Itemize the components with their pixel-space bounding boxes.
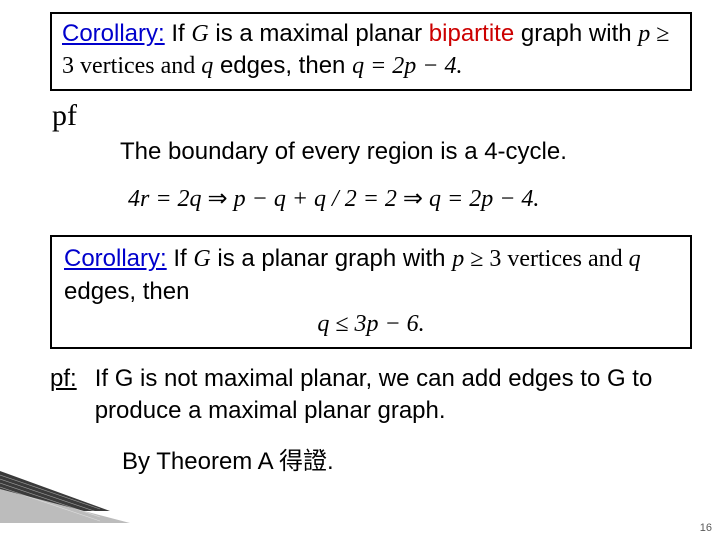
- var-q: q: [201, 53, 213, 79]
- eq: q = 2p − 4.: [352, 53, 462, 79]
- pf-1-equation: 4r = 2q ⇒ p − q + q / 2 = 2 ⇒ q = 2p − 4…: [128, 184, 692, 213]
- eq-part: q = 2p − 4.: [429, 186, 539, 212]
- eq-part: 4r = 2q: [128, 186, 202, 212]
- corollary-2-label: Corollary:: [64, 245, 167, 272]
- pf-1-label: pf: [52, 99, 692, 133]
- bipartite-word: bipartite: [429, 20, 514, 47]
- pf-2-label: pf:: [50, 365, 77, 393]
- text: is a maximal planar: [209, 20, 429, 47]
- corollary-1-box: Corollary: If G is a maximal planar bipa…: [50, 12, 692, 91]
- text: If: [167, 245, 194, 272]
- var-p: p: [452, 246, 464, 272]
- text: is a planar graph with: [211, 245, 452, 272]
- text: ≥ 3 vertices and: [464, 246, 628, 272]
- var-p: p: [638, 21, 650, 47]
- text: If: [165, 20, 192, 47]
- var-q: q: [629, 246, 641, 272]
- corollary-1-label: Corollary:: [62, 20, 165, 47]
- var-G: G: [191, 21, 208, 47]
- text: edges, then: [64, 278, 189, 305]
- var-G: G: [193, 246, 210, 272]
- corner-decoration: [0, 471, 130, 526]
- eq-part: p − q + q / 2 = 2: [234, 186, 397, 212]
- text: graph with: [514, 20, 638, 47]
- corollary-2-box: Corollary: If G is a planar graph with p…: [50, 235, 692, 348]
- implies-icon: ⇒: [202, 186, 234, 212]
- page-number: 16: [700, 522, 712, 534]
- implies-icon: ⇒: [397, 186, 429, 212]
- text: edges, then: [213, 52, 352, 79]
- pf-1-line-1: The boundary of every region is a 4-cycl…: [120, 135, 692, 169]
- pf-2-row: pf: If G is not maximal planar, we can a…: [50, 363, 692, 428]
- pf-2-line-1: If G is not maximal planar, we can add e…: [95, 363, 692, 428]
- pf-2-line-2: By Theorem A 得證.: [122, 441, 692, 476]
- corollary-2-eq: q ≤ 3p − 6.: [64, 308, 678, 340]
